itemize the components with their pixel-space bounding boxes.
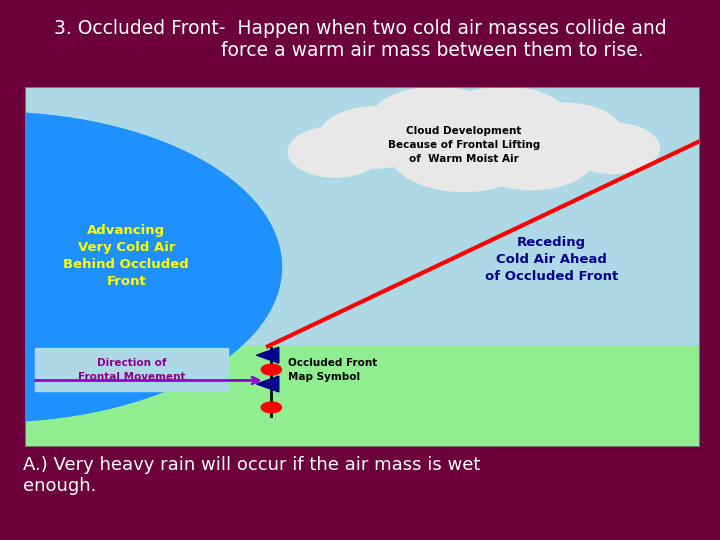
Polygon shape bbox=[256, 376, 279, 392]
Circle shape bbox=[565, 123, 660, 173]
Text: force a warm air mass between them to rise.: force a warm air mass between them to ri… bbox=[77, 40, 643, 59]
Text: Cloud Development
Because of Frontal Lifting
of  Warm Moist Air: Cloud Development Because of Frontal Lif… bbox=[387, 126, 540, 164]
Circle shape bbox=[261, 364, 282, 375]
Polygon shape bbox=[35, 348, 228, 391]
Text: Occluded Front
Map Symbol: Occluded Front Map Symbol bbox=[288, 357, 377, 382]
Polygon shape bbox=[25, 87, 700, 447]
Circle shape bbox=[467, 121, 595, 190]
Text: 3. Occluded Front-  Happen when two cold air masses collide and: 3. Occluded Front- Happen when two cold … bbox=[54, 19, 666, 38]
Polygon shape bbox=[25, 346, 700, 447]
Polygon shape bbox=[256, 347, 279, 363]
Circle shape bbox=[437, 87, 572, 159]
Circle shape bbox=[0, 112, 282, 422]
Circle shape bbox=[319, 107, 433, 168]
Circle shape bbox=[369, 87, 504, 159]
Text: Direction of
Frontal Movement: Direction of Frontal Movement bbox=[78, 357, 186, 382]
Text: Advancing
Very Cold Air
Behind Occluded
Front: Advancing Very Cold Air Behind Occluded … bbox=[63, 224, 189, 288]
Circle shape bbox=[288, 126, 383, 177]
Text: Receding
Cold Air Ahead
of Occluded Front: Receding Cold Air Ahead of Occluded Fron… bbox=[485, 237, 618, 284]
Circle shape bbox=[508, 103, 622, 164]
Circle shape bbox=[261, 402, 282, 413]
Text: A.) Very heavy rain will occur if the air mass is wet
    enough.: A.) Very heavy rain will occur if the ai… bbox=[0, 456, 480, 495]
Circle shape bbox=[390, 112, 538, 191]
